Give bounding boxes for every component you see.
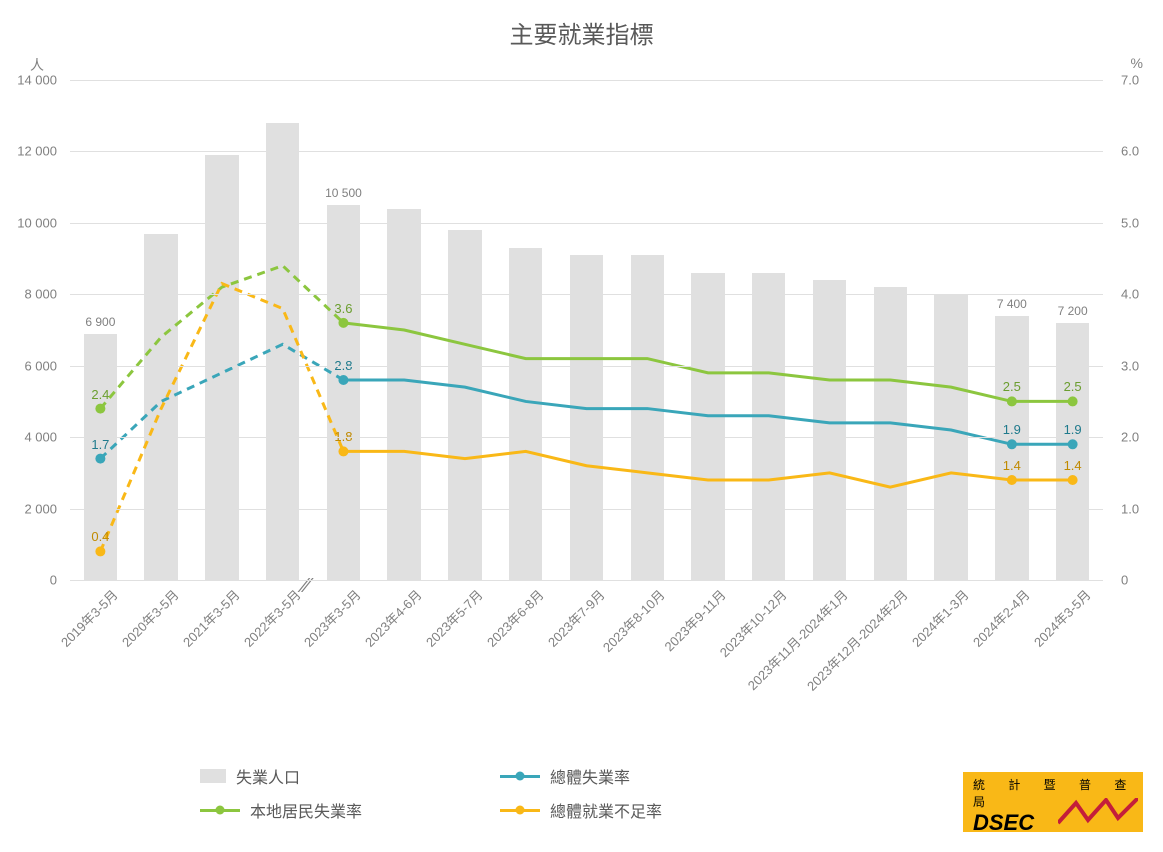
- y2-tick: 4.0: [1121, 287, 1139, 302]
- grid-line: [70, 509, 1103, 510]
- grid-line: [70, 80, 1103, 81]
- bar-value-label: 7 400: [997, 297, 1027, 311]
- grid-line: [70, 437, 1103, 438]
- legend-item: 總體失業率: [500, 764, 740, 788]
- y1-ticks: 02 0004 0006 0008 00010 00012 00014 000: [0, 80, 65, 580]
- line-value-label: 3.6: [334, 301, 352, 316]
- bar-value-label: 7 200: [1058, 304, 1088, 318]
- line-value-label: 1.7: [91, 437, 109, 452]
- bar-value-label: 6 900: [85, 315, 115, 329]
- y2-tick: 5.0: [1121, 215, 1139, 230]
- y2-tick: 7.0: [1121, 73, 1139, 88]
- y2-tick: 1.0: [1121, 501, 1139, 516]
- y2-tick: 6.0: [1121, 144, 1139, 159]
- y2-tick: 2.0: [1121, 430, 1139, 445]
- chart-title: 主要就業指標: [0, 0, 1163, 50]
- line-value-label: 2.5: [1064, 379, 1082, 394]
- legend-label: 失業人口: [236, 764, 300, 788]
- grid-line: [70, 151, 1103, 152]
- x-axis-category: 2019年3-5月: [56, 585, 122, 651]
- y2-ticks: 01.02.03.04.05.06.07.0: [1113, 80, 1163, 580]
- x-axis-category: 2023年3-5月: [299, 585, 365, 651]
- legend-label: 本地居民失業率: [250, 798, 362, 822]
- x-axis-labels: 2019年3-5月2020年3-5月2021年3-5月2022年3-5月2023…: [70, 585, 1103, 735]
- line-value-label: 0.4: [91, 529, 109, 544]
- x-axis-category: 2024年1-3月: [907, 585, 973, 651]
- legend-swatch-line: [200, 809, 240, 812]
- legend-swatch-bar: [200, 769, 226, 783]
- line-value-label: 2.5: [1003, 379, 1021, 394]
- bar-value-label: 10 500: [325, 186, 362, 200]
- y1-tick: 12 000: [0, 144, 57, 159]
- legend-item: 總體就業不足率: [500, 798, 740, 822]
- y2-tick: 0: [1121, 573, 1128, 588]
- y1-tick: 0: [0, 573, 57, 588]
- legend-label: 總體就業不足率: [550, 798, 662, 822]
- y1-tick: 8 000: [0, 287, 57, 302]
- grid-line: [70, 366, 1103, 367]
- legend-swatch-line: [500, 809, 540, 812]
- dsec-logo: 統 計 暨 普 查 局 DSEC: [963, 772, 1143, 832]
- y1-tick: 10 000: [0, 215, 57, 230]
- legend-item: 失業人口: [200, 764, 440, 788]
- x-axis-category: 2024年3-5月: [1028, 585, 1094, 651]
- x-axis-category: 2020年3-5月: [117, 585, 183, 651]
- line-value-label: 2.4: [91, 387, 109, 402]
- line-value-label: 1.4: [1003, 458, 1021, 473]
- logo-zigzag-icon: [1058, 798, 1138, 828]
- x-axis-category: 2023年5-7月: [421, 585, 487, 651]
- line-value-label: 1.4: [1064, 458, 1082, 473]
- y2-axis-label: %: [1131, 55, 1143, 71]
- y1-tick: 6 000: [0, 358, 57, 373]
- x-axis-category: 2022年3-5月: [239, 585, 305, 651]
- legend-swatch-line: [500, 775, 540, 778]
- x-axis-category: 2023年11月-2024年1月: [742, 585, 851, 694]
- grid-line: [70, 294, 1103, 295]
- x-axis-category: 2023年4-6月: [360, 585, 426, 651]
- line-value-label: 1.9: [1064, 422, 1082, 437]
- y1-tick: 14 000: [0, 73, 57, 88]
- chart-container: 主要就業指標 人 % 02 0004 0006 0008 00010 00012…: [0, 0, 1163, 852]
- x-axis-category: 2021年3-5月: [178, 585, 244, 651]
- line-value-label: 1.9: [1003, 422, 1021, 437]
- y1-tick: 4 000: [0, 430, 57, 445]
- x-axis-category: 2023年8-10月: [598, 585, 669, 656]
- x-axis-category: 2023年12月-2024年2月: [802, 585, 912, 695]
- data-labels-layer: 6 90010 5007 4007 2001.72.81.91.92.43.62…: [70, 80, 1103, 580]
- plot-area: 6 90010 5007 4007 2001.72.81.91.92.43.62…: [70, 80, 1103, 580]
- logo-bottom-text: DSEC: [963, 810, 1143, 836]
- y2-tick: 3.0: [1121, 358, 1139, 373]
- legend-item: 本地居民失業率: [200, 798, 440, 822]
- grid-line: [70, 580, 1103, 581]
- grid-line: [70, 223, 1103, 224]
- y1-tick: 2 000: [0, 501, 57, 516]
- x-axis-category: 2023年6-8月: [482, 585, 548, 651]
- legend-label: 總體失業率: [550, 764, 630, 788]
- legend: 失業人口 總體失業率本地居民失業率 總體就業不足率: [200, 764, 933, 822]
- x-axis-category: 2024年2-4月: [968, 585, 1034, 651]
